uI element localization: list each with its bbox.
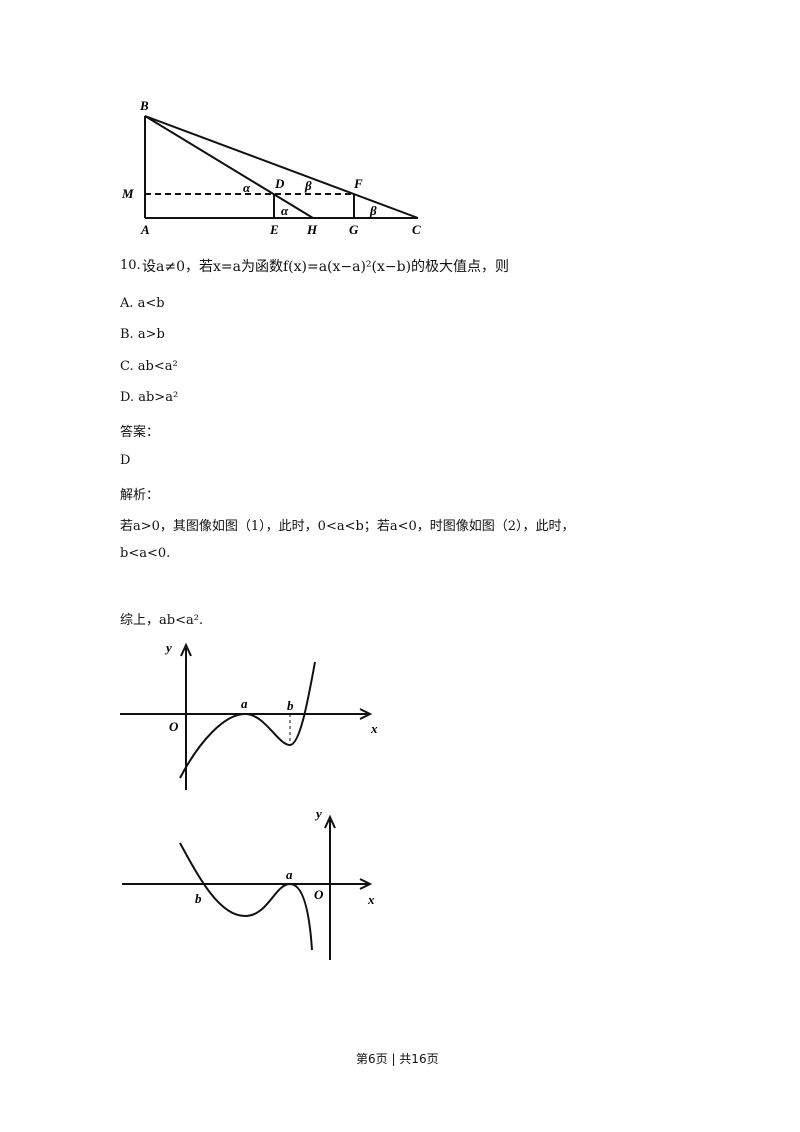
graph-1 [120, 642, 373, 790]
label: C [412, 222, 421, 237]
label: b [195, 891, 202, 906]
label: M [121, 186, 134, 201]
graph-1-labels: y O a b x [164, 640, 378, 736]
graph-2 [122, 814, 373, 960]
label: B [139, 98, 149, 113]
label: α [243, 180, 251, 195]
label: y [164, 640, 172, 655]
analysis-label: 解析： [120, 488, 160, 503]
label: O [314, 887, 324, 902]
option: B. a>b [120, 327, 165, 342]
analysis-line: 若a>0，其图像如图（1），此时，0<a<b；若a<0，时图像如图（2），此时， [120, 519, 575, 534]
analysis-line: b<a<0. [120, 546, 171, 561]
question-number: 10. [120, 258, 141, 273]
label: A [140, 222, 150, 237]
label: a [286, 867, 293, 882]
question-stem: 设a≠0，若x=a为函数f(x)=a(x−a)²(x−b)的极大值点，则 [142, 259, 510, 275]
geometry-labels: B M A E H G C D F α β α β [121, 98, 421, 237]
label: x [367, 892, 375, 907]
answer-value: D [120, 453, 131, 468]
label: β [304, 178, 312, 193]
label: F [353, 176, 363, 191]
label: b [287, 698, 294, 713]
conclusion: 综上，ab<a². [120, 613, 204, 628]
option: A. a<b [120, 296, 165, 311]
label: D [274, 176, 285, 191]
option: C. ab<a² [120, 359, 178, 374]
label: x [370, 721, 378, 736]
graph-2-labels: y b a O x [195, 806, 375, 907]
label: α [281, 203, 289, 218]
label: H [306, 222, 318, 237]
label: y [314, 806, 322, 821]
option: D. ab>a² [120, 390, 179, 405]
label: G [349, 222, 359, 237]
answer-label: 答案： [120, 425, 160, 440]
label: β [369, 203, 377, 218]
label: O [169, 719, 179, 734]
label: E [269, 222, 279, 237]
geometry-figure [144, 115, 419, 219]
footer: 第6页 | 共16页 [356, 1052, 439, 1066]
label: a [241, 696, 248, 711]
